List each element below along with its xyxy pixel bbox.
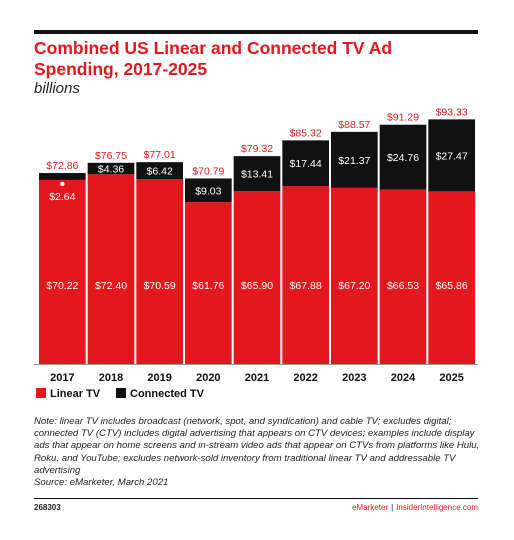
top-rule [34,30,478,34]
bar-connected-tv [233,156,281,192]
bar-linear-tv [39,179,86,364]
data-label-total: $77.01 [144,149,176,161]
data-label-linear-tv: $67.20 [338,280,370,292]
x-tick-label: 2017 [50,372,74,384]
chart-id: 268303 [34,503,61,512]
x-tick-label: 2022 [293,372,317,384]
data-label-connected-tv: $6.42 [147,166,173,178]
legend-swatch-linear-tv [36,388,46,398]
data-label-connected-tv: $2.64 [49,191,75,203]
bar-connected-tv [39,173,86,180]
data-label-total: $76.75 [95,150,127,162]
brand-site: InsiderIntelligence.com [396,503,478,512]
data-label-connected-tv: $27.47 [436,150,468,162]
data-label-total: $79.32 [241,143,273,155]
bar-linear-tv [136,178,183,364]
chart-subtitle: billions [34,80,80,97]
source-text: Source: eMarketer, March 2021 [34,477,169,489]
data-label-total: $91.29 [387,112,419,124]
chart-title: Combined US Linear and Connected TV Ad S… [34,38,393,79]
bar-connected-tv [282,140,329,187]
bar-linear-tv [87,174,135,364]
bar-connected-tv [136,162,183,179]
data-label-total: $88.57 [338,119,370,131]
data-label-total: $72.86 [46,160,78,172]
x-tick-label: 2019 [147,372,171,384]
data-label-linear-tv: $66.53 [387,280,419,292]
bar-linear-tv [379,189,427,364]
chart-note: Note: linear TV includes broadcast (netw… [34,416,480,489]
x-tick-label: 2024 [391,372,416,384]
brand-name: eMarketer [352,503,389,512]
stacked-bar-chart: $70.22 $2.64 $72.86 2017 $72.40 $4.36 $76.75 20… [34,106,478,400]
note-text: Note: linear TV includes broadcast (netw… [34,416,480,476]
footer-brand: eMarketer | InsiderIntelligence.com [352,503,478,512]
data-label-connected-tv: $13.41 [241,169,273,181]
data-label-connected-tv: $4.36 [98,164,124,176]
x-tick-label: 2021 [245,372,269,384]
label-marker [60,181,65,187]
data-label-linear-tv: $67.88 [290,280,322,292]
legend-label-connected-tv: Connected TV [130,388,205,400]
data-label-linear-tv: $72.40 [95,280,127,292]
bar-linear-tv [282,186,329,364]
data-label-connected-tv: $21.37 [338,155,370,167]
data-label-linear-tv: $70.59 [144,280,176,292]
data-label-total: $70.79 [192,165,224,177]
data-label-connected-tv: $17.44 [290,158,322,170]
bottom-rule [34,498,478,499]
data-label-linear-tv: $65.86 [436,280,468,292]
brand-separator: | [391,503,394,512]
bar-linear-tv [331,187,378,364]
bar-linear-tv [428,191,475,364]
legend-swatch-connected-tv [116,388,126,398]
bar-connected-tv [87,162,135,175]
bar-linear-tv [185,202,232,364]
data-label-total: $85.32 [290,127,322,139]
bar-connected-tv [331,131,378,188]
data-label-total: $93.33 [436,106,468,118]
data-label-connected-tv: $9.03 [195,185,221,197]
x-tick-label: 2020 [196,372,220,384]
x-tick-label: 2025 [439,372,463,384]
bar-connected-tv [379,124,427,190]
data-label-linear-tv: $70.22 [46,280,78,292]
legend-label-linear-tv: Linear TV [50,388,101,400]
bar-linear-tv [233,191,281,364]
data-label-connected-tv: $24.76 [387,152,419,164]
data-label-linear-tv: $65.90 [241,280,273,292]
bar-connected-tv [428,119,475,192]
x-tick-label: 2023 [342,372,366,384]
x-tick-label: 2018 [99,372,123,384]
data-label-linear-tv: $61.76 [192,280,224,292]
bar-connected-tv [185,178,232,203]
